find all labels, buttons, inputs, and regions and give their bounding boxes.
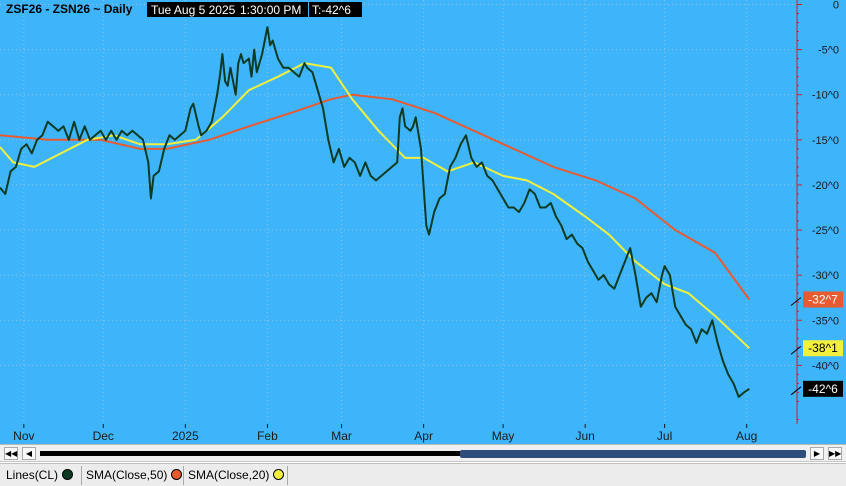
- x-tick-label: May: [492, 429, 515, 443]
- x-tick-label: Apr: [414, 429, 433, 443]
- last-value-bg: [803, 291, 843, 308]
- last-value-pointer: [790, 345, 802, 355]
- x-tick-label: Nov: [13, 429, 34, 443]
- datetime-badge: Tue Aug 5 2025: [151, 3, 236, 17]
- price-chart[interactable]: 0 -5^0 -10^0 -15^0 -20^0 -25^0 -30^0 -35^0 -40^0…: [0, 0, 846, 444]
- x-tick-label: Aug: [736, 429, 757, 443]
- y-tick-label: -5^0: [818, 45, 839, 57]
- legend-label: Lines(CL): [6, 468, 59, 482]
- chart-header: ZSF26 - ZSN26 ~ Daily Tue Aug 5 2025 1:3…: [6, 2, 362, 17]
- last-value-label: -32^7: [808, 293, 838, 307]
- x-tick-label: Dec: [93, 429, 114, 443]
- y-tick-label: -10^0: [812, 90, 839, 102]
- legend-item-sma50[interactable]: SMA(Close,50): [82, 466, 184, 485]
- scrollbar-thumb[interactable]: [460, 450, 806, 458]
- y-tick-label: -35^0: [812, 315, 839, 327]
- x-axis: Nov Dec 2025 Feb Mar Apr May Jun Jul Aug: [0, 424, 846, 444]
- y-axis: 0 -5^0 -10^0 -15^0 -20^0 -25^0 -30^0 -35^0 -40^0: [797, 0, 839, 420]
- x-axis-band: [0, 424, 846, 444]
- x-tick-label: Jul: [657, 429, 672, 443]
- last-value-labels: -42^6 -32^7 -38^1: [790, 291, 843, 397]
- legend-dot-icon: [62, 469, 74, 480]
- datetime-badge-bg: [147, 2, 308, 17]
- last-value-badge: T:-42^6: [312, 3, 351, 17]
- series-lines: [0, 26, 751, 398]
- y-tick-label: 0: [833, 0, 839, 12]
- x-tick-label: Feb: [257, 429, 278, 443]
- last-value-label: -42^6: [808, 382, 838, 396]
- y-tick-label: -30^0: [812, 270, 839, 282]
- legend-label: SMA(Close,50): [86, 468, 168, 482]
- x-tick-label: Mar: [331, 429, 352, 443]
- legend-dot-icon: [273, 469, 285, 480]
- legend-item-sma20[interactable]: SMA(Close,20): [184, 466, 288, 485]
- legend-item-lines[interactable]: Lines(CL): [2, 466, 82, 485]
- right-arrow-icon[interactable]: ▶: [810, 447, 824, 460]
- time-badge: 1:30:00 PM: [240, 3, 301, 17]
- y-tick-label: -40^0: [812, 360, 839, 372]
- y-tick-label: -25^0: [812, 225, 839, 237]
- y-tick-label: -15^0: [812, 135, 839, 147]
- grid-lines: [0, 0, 797, 424]
- chart-title: ZSF26 - ZSN26 ~ Daily: [6, 2, 133, 16]
- legend-label: SMA(Close,20): [188, 468, 270, 482]
- study-legend: Lines(CL) SMA(Close,50) SMA(Close,20): [0, 463, 846, 486]
- last-value-bg: [803, 340, 843, 357]
- x-tick-label: 2025: [172, 429, 199, 443]
- left-arrow-icon[interactable]: ◀: [22, 447, 36, 460]
- double-right-arrow-icon[interactable]: ▶▶: [828, 447, 842, 460]
- y-tick-label: -20^0: [812, 180, 839, 192]
- last-value-pointer: [790, 386, 802, 396]
- last-value-bg: [803, 380, 843, 397]
- last-value-pointer: [790, 297, 802, 306]
- chart-background: [0, 0, 846, 444]
- last-value-label: -38^1: [808, 341, 838, 355]
- double-left-arrow-icon[interactable]: ◀◀: [4, 447, 18, 460]
- series-line-2: [0, 62, 750, 349]
- x-tick-label: Jun: [575, 429, 594, 443]
- chart-scrollbar[interactable]: ◀◀ ◀ ▶ ▶▶: [0, 444, 846, 462]
- series-line-0: [0, 26, 750, 398]
- scrollbar-track[interactable]: [40, 451, 806, 456]
- last-badge-bg: [309, 2, 362, 17]
- legend-dot-icon: [171, 469, 183, 480]
